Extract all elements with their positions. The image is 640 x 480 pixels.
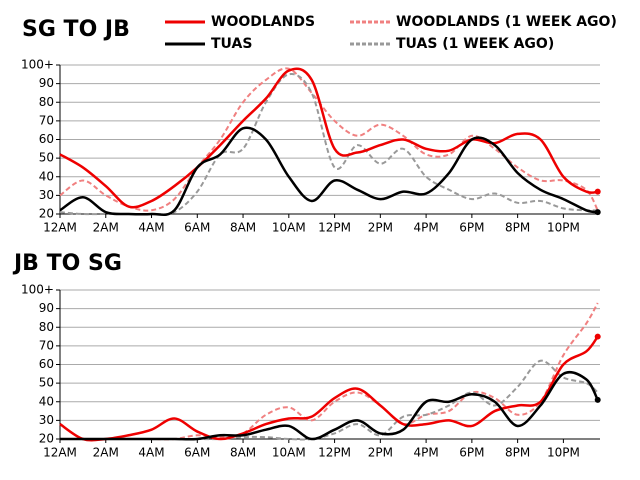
y-tick-label: 60 [39,132,54,146]
x-tick-label: 8AM [230,446,256,460]
y-tick-label: 90 [39,301,54,315]
chart-title: SG TO JB [22,17,130,42]
end-dot [594,188,601,195]
series-line [60,359,599,441]
x-tick-label: 6PM [459,221,484,235]
x-tick-label: 4PM [413,221,438,235]
x-tick-label: 2PM [368,446,393,460]
x-tick-label: 10AM [272,221,306,235]
x-tick-label: 6PM [459,446,484,460]
y-tick-label: 60 [39,357,54,371]
y-tick-label: 20 [39,432,54,446]
y-tick-label: 100+ [21,58,54,72]
x-tick-label: 4AM [138,221,164,235]
x-tick-label: 12AM [43,446,77,460]
y-tick-label: 30 [39,413,54,427]
x-tick-label: 12PM [318,446,351,460]
y-tick-label: 40 [39,169,54,183]
x-tick-label: 12PM [318,221,351,235]
y-tick-label: 50 [39,376,54,390]
legend-label: WOODLANDS [211,14,315,30]
x-tick-label: 6AM [184,446,210,460]
series-line [60,302,599,441]
x-tick-label: 10PM [547,446,580,460]
y-tick-label: 80 [39,320,54,334]
chart-title: JB TO SG [12,251,122,276]
y-tick-label: 100+ [21,283,54,297]
y-tick-label: 70 [39,338,54,352]
series-line [59,67,598,209]
x-tick-label: 12AM [43,221,77,235]
end-dot [594,396,601,403]
legend-label: WOODLANDS (1 WEEK AGO) [396,14,617,30]
legend-label: TUAS [211,36,252,52]
y-tick-label: 50 [39,151,54,165]
y-tick-label: 90 [39,76,54,90]
end-dot [594,209,601,216]
x-tick-label: 8PM [505,221,530,235]
series-line [60,370,599,441]
x-tick-label: 8AM [230,221,256,235]
legend-label: TUAS (1 WEEK AGO) [396,36,554,52]
y-tick-label: 30 [39,188,54,202]
series-line [59,73,598,216]
x-tick-label: 10PM [547,221,580,235]
x-tick-label: 2PM [368,221,393,235]
y-tick-label: 70 [39,113,54,127]
x-tick-label: 4AM [138,446,164,460]
series-line [59,126,598,217]
x-tick-label: 4PM [413,446,438,460]
y-tick-label: 20 [39,207,54,221]
series-line [59,67,599,212]
x-tick-label: 2AM [93,221,119,235]
y-tick-label: 40 [39,394,54,408]
y-tick-label: 80 [39,95,54,109]
x-tick-label: 8PM [505,446,530,460]
x-tick-label: 10AM [272,446,306,460]
series-line [59,335,599,442]
x-tick-label: 2AM [93,446,119,460]
end-dot [594,333,601,340]
x-tick-label: 6AM [184,221,210,235]
